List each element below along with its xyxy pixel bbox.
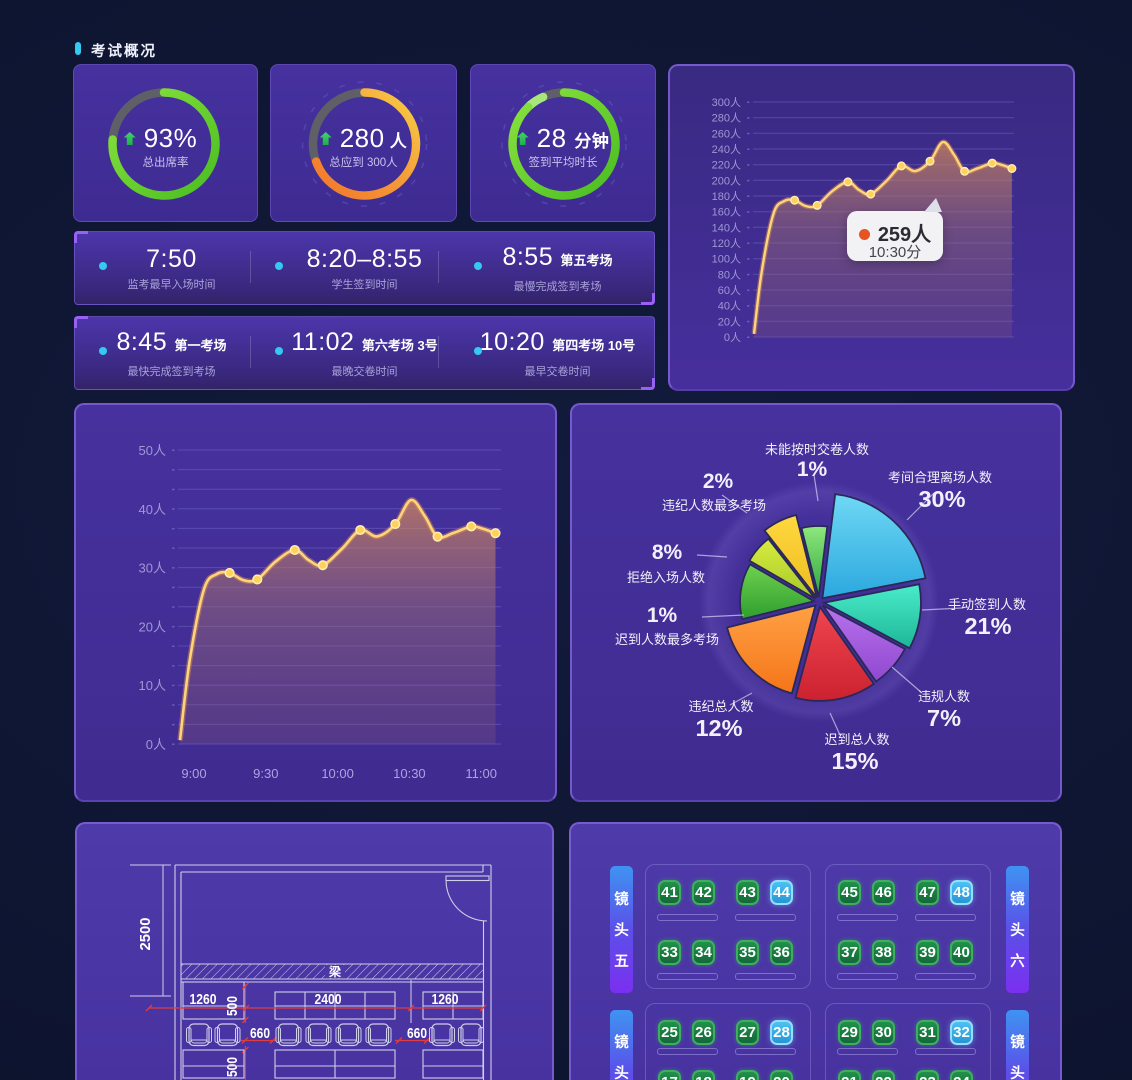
- svg-text:80人: 80人: [718, 268, 741, 281]
- svg-text:30人: 30人: [139, 561, 166, 576]
- svg-text:2%: 2%: [703, 470, 734, 493]
- svg-text:660: 660: [407, 1026, 427, 1042]
- svg-text:200人: 200人: [712, 174, 741, 187]
- svg-text:0人: 0人: [146, 737, 166, 752]
- svg-text:100人: 100人: [712, 253, 741, 266]
- svg-text:违纪人数最多考场: 违纪人数最多考场: [662, 498, 766, 513]
- svg-text:未能按时交卷人数: 未能按时交卷人数: [765, 442, 869, 457]
- svg-text:9:30: 9:30: [253, 766, 278, 781]
- svg-text:迟到人数最多考场: 迟到人数最多考场: [615, 632, 719, 647]
- svg-text:迟到总人数: 迟到总人数: [824, 732, 889, 747]
- svg-text:考间合理离场人数: 考间合理离场人数: [888, 470, 992, 485]
- svg-text:280人: 280人: [712, 112, 741, 125]
- svg-text:60人: 60人: [718, 284, 741, 297]
- svg-text:手动签到人数: 手动签到人数: [948, 597, 1026, 612]
- svg-text:8%: 8%: [652, 541, 683, 564]
- svg-text:20人: 20人: [139, 619, 166, 634]
- svg-text:30%: 30%: [918, 486, 965, 512]
- svg-text:300人: 300人: [712, 96, 741, 109]
- svg-text:0人: 0人: [724, 331, 741, 344]
- svg-text:140人: 140人: [712, 221, 741, 234]
- svg-text:2400: 2400: [315, 992, 342, 1008]
- svg-text:40人: 40人: [139, 502, 166, 517]
- svg-text:1260: 1260: [432, 992, 459, 1008]
- svg-text:160人: 160人: [712, 206, 741, 219]
- svg-text:660: 660: [250, 1026, 270, 1042]
- svg-text:180人: 180人: [712, 190, 741, 203]
- svg-text:1260: 1260: [190, 992, 217, 1008]
- svg-text:9:00: 9:00: [181, 766, 206, 781]
- svg-text:10:30: 10:30: [393, 766, 426, 781]
- svg-text:500: 500: [225, 996, 241, 1016]
- svg-text:10人: 10人: [139, 678, 166, 693]
- svg-text:500: 500: [225, 1057, 241, 1077]
- svg-text:21%: 21%: [964, 613, 1011, 639]
- svg-text:梁: 梁: [328, 964, 341, 979]
- svg-text:260人: 260人: [712, 127, 741, 140]
- svg-text:120人: 120人: [712, 237, 741, 250]
- svg-text:2500: 2500: [138, 918, 154, 951]
- svg-text:违纪总人数: 违纪总人数: [688, 699, 753, 714]
- svg-text:12%: 12%: [695, 715, 742, 741]
- svg-text:20人: 20人: [718, 315, 741, 328]
- svg-text:违规人数: 违规人数: [918, 689, 970, 704]
- svg-text:1%: 1%: [797, 458, 828, 481]
- svg-text:1%: 1%: [647, 604, 678, 627]
- svg-text:11:00: 11:00: [465, 766, 497, 781]
- svg-text:50人: 50人: [139, 443, 166, 458]
- svg-text:40人: 40人: [718, 300, 741, 313]
- svg-text:220人: 220人: [712, 159, 741, 172]
- svg-text:240人: 240人: [712, 143, 741, 156]
- svg-text:7%: 7%: [927, 705, 961, 731]
- svg-text:15%: 15%: [831, 748, 878, 774]
- svg-text:拒绝入场人数: 拒绝入场人数: [627, 570, 705, 585]
- svg-text:10:00: 10:00: [321, 766, 354, 781]
